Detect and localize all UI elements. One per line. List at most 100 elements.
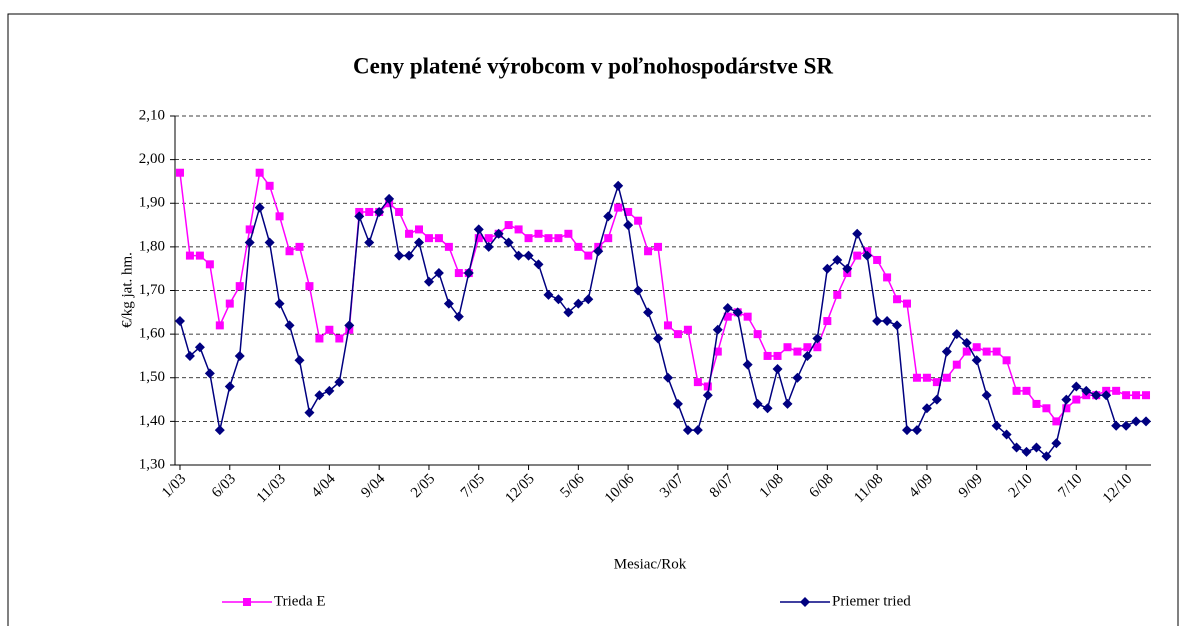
data-point bbox=[513, 250, 524, 261]
data-point bbox=[912, 373, 921, 382]
data-point bbox=[634, 216, 643, 225]
data-point bbox=[1051, 438, 1062, 449]
data-point bbox=[644, 247, 653, 256]
data-point bbox=[832, 254, 843, 265]
data-point bbox=[1091, 390, 1102, 401]
data-point bbox=[951, 329, 962, 340]
data-point bbox=[972, 343, 981, 352]
data-point bbox=[255, 168, 264, 177]
data-point bbox=[254, 202, 265, 213]
data-point bbox=[1011, 442, 1022, 453]
data-point bbox=[693, 378, 702, 387]
data-point bbox=[543, 289, 554, 300]
data-point bbox=[752, 398, 763, 409]
data-point bbox=[1012, 386, 1021, 395]
data-point bbox=[215, 321, 224, 330]
data-point bbox=[1062, 404, 1071, 413]
data-point bbox=[1071, 381, 1082, 392]
data-point bbox=[294, 355, 305, 366]
data-point bbox=[813, 343, 822, 352]
data-point bbox=[194, 342, 205, 353]
data-point bbox=[673, 330, 682, 339]
data-point bbox=[395, 207, 404, 216]
data-point bbox=[225, 299, 234, 308]
data-point bbox=[334, 377, 345, 388]
data-point bbox=[573, 298, 584, 309]
data-point bbox=[1032, 399, 1041, 408]
data-point bbox=[453, 311, 464, 322]
y-tick-label: 1,70 bbox=[139, 282, 165, 298]
data-point bbox=[942, 373, 951, 382]
y-tick-label: 1,50 bbox=[139, 369, 165, 385]
data-point bbox=[812, 333, 823, 344]
data-point bbox=[423, 276, 434, 287]
data-point bbox=[305, 282, 314, 291]
data-point bbox=[941, 346, 952, 357]
data-point bbox=[553, 294, 564, 305]
data-point bbox=[653, 333, 664, 344]
data-point bbox=[802, 350, 813, 361]
data-point bbox=[474, 234, 483, 243]
y-axis-title: €/kg jat. hm. bbox=[119, 252, 135, 328]
data-point bbox=[503, 237, 514, 248]
data-point bbox=[274, 298, 285, 309]
data-point bbox=[544, 234, 553, 243]
data-point bbox=[732, 307, 743, 318]
data-point bbox=[911, 425, 922, 436]
data-point bbox=[932, 378, 941, 387]
data-point bbox=[853, 251, 862, 260]
data-point bbox=[314, 390, 325, 401]
data-point bbox=[643, 307, 654, 318]
data-point bbox=[1142, 391, 1151, 400]
data-point bbox=[365, 207, 374, 216]
data-point bbox=[623, 220, 634, 231]
data-point bbox=[1072, 395, 1081, 404]
data-point bbox=[683, 325, 692, 334]
data-point bbox=[1081, 385, 1092, 396]
data-point bbox=[663, 321, 672, 330]
data-point bbox=[354, 211, 365, 222]
series-line bbox=[179, 183, 1147, 458]
data-point bbox=[315, 334, 324, 343]
data-point bbox=[533, 259, 544, 270]
data-point bbox=[593, 246, 604, 257]
data-point bbox=[1111, 420, 1122, 431]
data-point bbox=[762, 403, 773, 414]
data-point bbox=[554, 234, 563, 243]
data-point bbox=[1112, 386, 1121, 395]
data-point bbox=[374, 206, 385, 217]
data-point bbox=[793, 347, 802, 356]
data-point bbox=[613, 180, 624, 191]
data-point bbox=[991, 420, 1002, 431]
data-point bbox=[483, 241, 494, 252]
data-point bbox=[1021, 446, 1032, 457]
data-point bbox=[463, 268, 474, 279]
data-point bbox=[873, 255, 882, 264]
data-point bbox=[722, 302, 733, 313]
data-point bbox=[702, 390, 713, 401]
data-point bbox=[384, 193, 395, 204]
data-point bbox=[434, 234, 443, 243]
data-point bbox=[564, 229, 573, 238]
data-point bbox=[364, 237, 375, 248]
legend-marker bbox=[800, 597, 810, 607]
data-point bbox=[703, 382, 712, 391]
data-point bbox=[1002, 356, 1011, 365]
data-point bbox=[244, 237, 255, 248]
data-point bbox=[712, 324, 723, 335]
data-point bbox=[284, 320, 295, 331]
data-point bbox=[922, 373, 931, 382]
data-point bbox=[872, 316, 883, 327]
data-point bbox=[424, 234, 433, 243]
data-point bbox=[563, 307, 574, 318]
data-point bbox=[205, 260, 214, 269]
data-point bbox=[534, 229, 543, 238]
y-tick-label: 1,80 bbox=[139, 238, 165, 254]
data-point bbox=[682, 425, 693, 436]
data-point bbox=[394, 250, 405, 261]
data-point bbox=[1061, 394, 1072, 405]
data-point bbox=[504, 221, 513, 230]
y-tick-label: 1,30 bbox=[139, 456, 165, 472]
data-point bbox=[992, 347, 1001, 356]
